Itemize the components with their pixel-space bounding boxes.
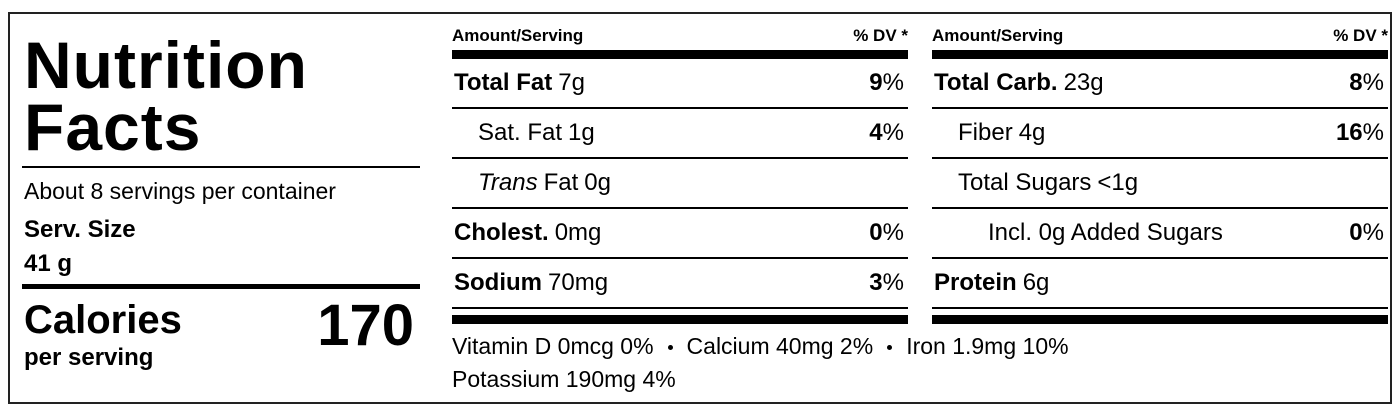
nutrient-dv: 3% bbox=[869, 269, 904, 296]
nutrient: Total Fat 7g bbox=[452, 69, 585, 97]
calories-label: Calories bbox=[24, 298, 182, 342]
nutrient-dv: 16% bbox=[1335, 119, 1384, 146]
calories-sub: per serving bbox=[24, 344, 154, 371]
column-header: Amount/Serving % DV * bbox=[932, 22, 1388, 50]
nutrient-row: Total Sugars <1g bbox=[932, 159, 1388, 209]
header-dv: % DV * bbox=[1333, 26, 1388, 45]
vitamins: Vitamin D 0mcg 0% Calcium 40mg 2% Iron 1.9… bbox=[452, 330, 1069, 396]
calories-value: 170 bbox=[317, 293, 414, 358]
divider bbox=[22, 284, 420, 289]
nutrient: Sat. Fat 1g bbox=[452, 119, 595, 147]
nutrient: Protein 6g bbox=[932, 269, 1049, 297]
vitamin: Potassium 190mg 4% bbox=[452, 366, 676, 392]
header-amount: Amount/Serving bbox=[932, 26, 1064, 45]
column: Amount/Serving % DV * Total Fat 7g 9% Sat. Fa… bbox=[452, 22, 908, 324]
divider bbox=[22, 166, 420, 168]
nutrient-row: Sat. Fat 1g 4% bbox=[452, 109, 908, 159]
nutrient-row: Cholest. 0mg 0% bbox=[452, 209, 908, 259]
nutrient-amount: 4g bbox=[1018, 119, 1046, 146]
bullet bbox=[887, 345, 893, 351]
servings: About 8 servings per container bbox=[24, 178, 336, 204]
title: Facts bbox=[24, 90, 202, 164]
nutrient-row: Total Carb. 23g 8% bbox=[932, 59, 1388, 109]
thick-rule bbox=[452, 315, 908, 324]
nutrient-amount: 6g bbox=[1022, 269, 1050, 296]
thick-rule bbox=[932, 315, 1388, 324]
nutrient-dv: 4% bbox=[869, 119, 904, 146]
column-header: Amount/Serving % DV * bbox=[452, 22, 908, 50]
nutrient-amount: <1g bbox=[1097, 169, 1139, 196]
nutrient-name: Cholest. bbox=[454, 219, 549, 246]
nutrient-dv: 0% bbox=[1349, 219, 1384, 246]
nutrient-name-italic: Trans bbox=[478, 169, 538, 196]
nutrient-name: Fat bbox=[543, 169, 579, 196]
nutrient-name: Fiber bbox=[958, 119, 1013, 146]
serving-size-label: Serv. Size bbox=[24, 216, 136, 243]
nutrient-amount: 23g bbox=[1063, 69, 1104, 96]
nutrient-amount: 70mg bbox=[548, 269, 609, 296]
nutrient: Trans Fat 0g bbox=[452, 169, 611, 197]
bullet bbox=[667, 345, 673, 351]
nutrient-amount: 1g bbox=[568, 119, 595, 146]
nutrient-dv: 9% bbox=[869, 69, 904, 96]
nutrient: Incl. 0g Added Sugars bbox=[932, 219, 1223, 247]
nutrient-name: Total Sugars bbox=[958, 169, 1092, 196]
nutrient-name: Protein bbox=[934, 269, 1017, 296]
nutrient-amount: 7g bbox=[558, 69, 585, 96]
nutrient: Total Carb. 23g bbox=[932, 69, 1104, 97]
nutrient-name: Total Fat bbox=[454, 69, 553, 96]
nutrient-name: Incl. 0g Added Sugars bbox=[988, 219, 1223, 246]
nutrient-amount: 0g bbox=[584, 169, 611, 196]
vitamin-line: Potassium 190mg 4% bbox=[452, 363, 1069, 396]
nutrition-label: Nutrition Facts About 8 servings per con… bbox=[8, 12, 1392, 404]
nutrient-amount: 0mg bbox=[554, 219, 602, 246]
serving-size: 41 g bbox=[24, 250, 73, 277]
title: Nutrition bbox=[24, 28, 308, 102]
vitamin: Vitamin D 0mcg 0% bbox=[452, 333, 654, 359]
nutrient-row: Sodium 70mg 3% bbox=[452, 259, 908, 309]
nutrient-dv: 8% bbox=[1349, 69, 1384, 96]
thick-rule bbox=[452, 50, 908, 59]
thick-rule bbox=[932, 50, 1388, 59]
vitamin: Iron 1.9mg 10% bbox=[906, 333, 1069, 359]
vitamin-line: Vitamin D 0mcg 0% Calcium 40mg 2% Iron 1.9… bbox=[452, 330, 1069, 363]
header-amount: Amount/Serving bbox=[452, 26, 584, 45]
nutrient-name: Total Carb. bbox=[934, 69, 1058, 96]
vitamin: Calcium 40mg 2% bbox=[686, 333, 874, 359]
nutrient-name: Sat. Fat bbox=[478, 119, 563, 146]
header-dv: % DV * bbox=[853, 26, 908, 45]
nutrient-row: Total Fat 7g 9% bbox=[452, 59, 908, 109]
nutrient-dv: 0% bbox=[869, 219, 904, 246]
nutrient-row: Fiber 4g 16% bbox=[932, 109, 1388, 159]
nutrient: Total Sugars <1g bbox=[932, 169, 1138, 197]
nutrient-name: Sodium bbox=[454, 269, 542, 296]
nutrient: Cholest. 0mg bbox=[452, 219, 601, 247]
nutrient-row: Incl. 0g Added Sugars 0% bbox=[932, 209, 1388, 259]
nutrient: Sodium 70mg bbox=[452, 269, 608, 297]
nutrient-row: Trans Fat 0g bbox=[452, 159, 908, 209]
nutrient: Fiber 4g bbox=[932, 119, 1045, 147]
column: Amount/Serving % DV * Total Carb. 23g 8% Fibe… bbox=[932, 22, 1388, 324]
nutrient-row: Protein 6g bbox=[932, 259, 1388, 309]
